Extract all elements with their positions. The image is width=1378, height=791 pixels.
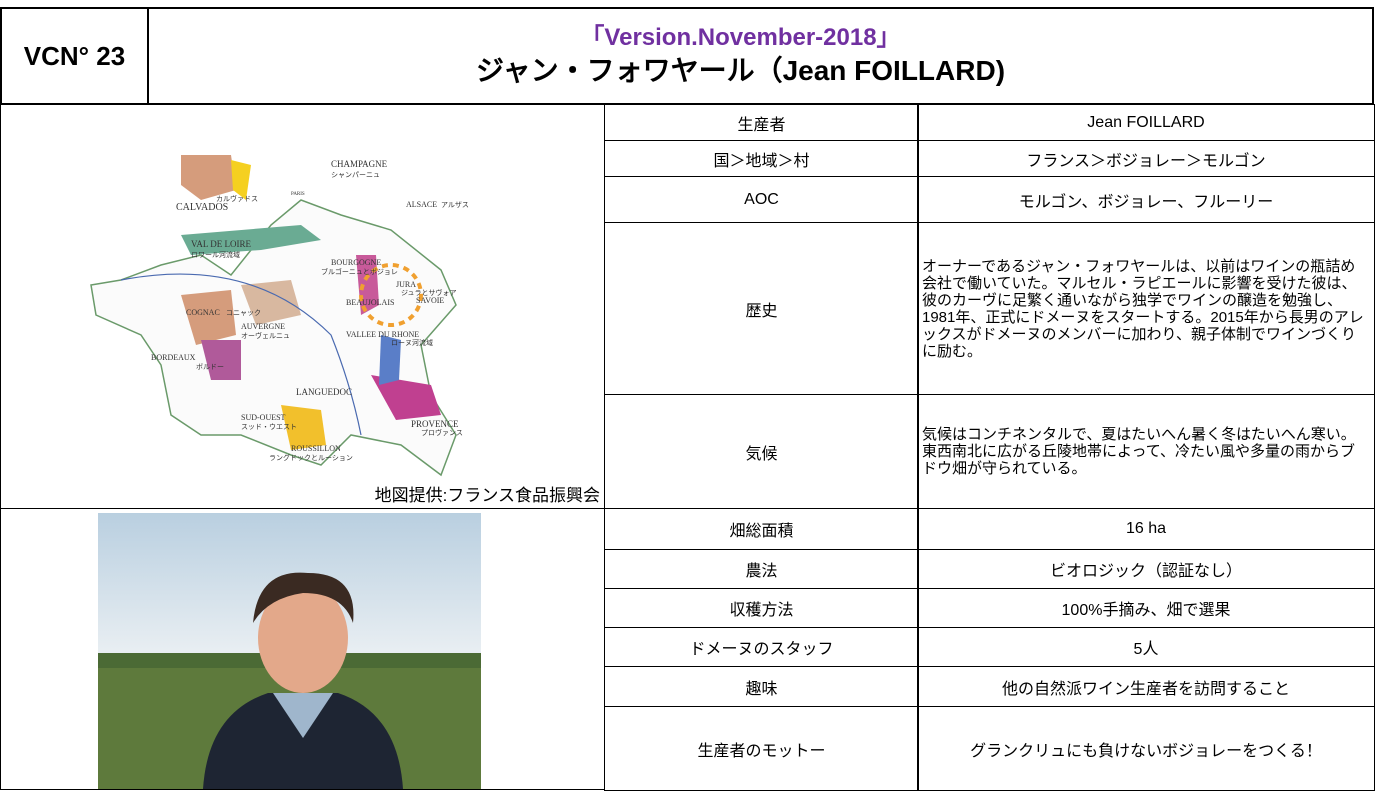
row-value: 100%手摘み、畑で選果: [917, 588, 1375, 628]
row-value: ビオロジック（認証なし）: [917, 549, 1375, 589]
region: [281, 405, 326, 450]
row-label: 気候: [604, 394, 919, 509]
map-label: PARIS: [291, 192, 305, 197]
row-value: モルゴン、ボジョレー、フルーリー: [917, 176, 1375, 223]
map-label: CALVADOS: [176, 202, 228, 213]
map-label: アルザス: [441, 201, 469, 209]
map-label: CHAMPAGNE: [331, 159, 388, 169]
map-label: ラングドックとルーション: [269, 453, 353, 462]
row-value: フランス＞ボジョレー＞モルゴン: [917, 140, 1375, 177]
map-label: VALLEE DU RHONE: [346, 330, 419, 339]
row-label: AOC: [604, 176, 919, 223]
map-label: シャンパーニュ: [331, 171, 380, 179]
map-label: BEAUJOLAIS: [346, 298, 394, 307]
row-value: 他の自然派ワイン生産者を訪問すること: [917, 666, 1375, 707]
map-label: BORDEAUX: [151, 353, 196, 362]
map-label: VAL DE LOIRE: [191, 239, 251, 249]
map-caption: 地図提供:フランス食品振興会: [374, 486, 600, 505]
map-label: COGNAC: [186, 308, 220, 317]
row-value: オーナーであるジャン・フォワヤールは、以前はワインの瓶詰め会社で働いていた。マル…: [917, 222, 1375, 395]
row-value: 16 ha: [917, 508, 1375, 550]
row-value: 5人: [917, 627, 1375, 667]
title-cell: 「Version.November-2018」 ジャン・フォワヤール（Jean …: [147, 7, 1374, 105]
region: [231, 160, 251, 200]
map-label: JURA: [396, 280, 416, 289]
row-label: 農法: [604, 549, 919, 589]
map-cell: CHAMPAGNE シャンパーニュ CALVADOS カルヴァドス PARIS ALSAC…: [0, 104, 605, 509]
row-label: 歴史: [604, 222, 919, 395]
map-label: ROUSSILLON: [291, 444, 341, 453]
photo-cell: [0, 508, 605, 790]
row-value: グランクリュにも負けないボジョレーをつくる！: [917, 706, 1375, 791]
map-label: オーヴェルニュ: [241, 331, 290, 340]
map-label: ロワール河流域: [191, 250, 240, 259]
region: [181, 155, 236, 200]
map-label: PROVENCE: [411, 419, 459, 429]
region: [371, 375, 441, 420]
row-label: ドメーヌのスタッフ: [604, 627, 919, 667]
code-cell: VCN° 23: [0, 7, 149, 105]
map-label: スッド・ウエスト: [241, 423, 297, 431]
map-label: SUD-OUEST: [241, 413, 286, 422]
region: [379, 335, 401, 385]
region: [241, 280, 301, 325]
map-label: カルヴァドス: [216, 194, 258, 203]
map-label: ローヌ河流域: [391, 338, 433, 347]
photo: [98, 513, 481, 789]
river: [120, 273, 362, 436]
row-label: 趣味: [604, 666, 919, 707]
map-label: コニャック: [226, 309, 261, 317]
map-label: ALSACE: [406, 200, 437, 209]
highlight: [359, 263, 423, 327]
map-label: ジュラとサヴォア: [401, 288, 457, 297]
region: [181, 290, 236, 345]
row-label: 生産者のモットー: [604, 706, 919, 791]
map-label: LANGUEDOC: [296, 387, 352, 397]
row-label: 生産者: [604, 104, 919, 141]
row-label: 収穫方法: [604, 588, 919, 628]
code: VCN° 23: [23, 40, 126, 71]
map-label: ボルドー: [196, 363, 224, 371]
title: ジャン・フォワヤール（Jean FOILLARD): [475, 55, 1006, 86]
map-label: SAVOIE: [416, 296, 444, 305]
row-label: 畑総面積: [604, 508, 919, 550]
version: 「Version.November-2018」: [580, 24, 901, 51]
region: [201, 340, 241, 380]
row-value: Jean FOILLARD: [917, 104, 1375, 141]
region: [181, 225, 321, 255]
row-label: 国＞地域＞村: [604, 140, 919, 177]
row-value: 気候はコンチネンタルで、夏はたいへん暑く冬はたいへん寒い。東西南北に広がる丘陵地…: [917, 394, 1375, 509]
map-label: AUVERGNE: [241, 322, 285, 331]
map-label: BOURGOGNE: [331, 258, 381, 267]
map-label: ブルゴーニュとボジョレ: [321, 267, 398, 276]
map-label: プロヴァンス: [421, 428, 463, 437]
